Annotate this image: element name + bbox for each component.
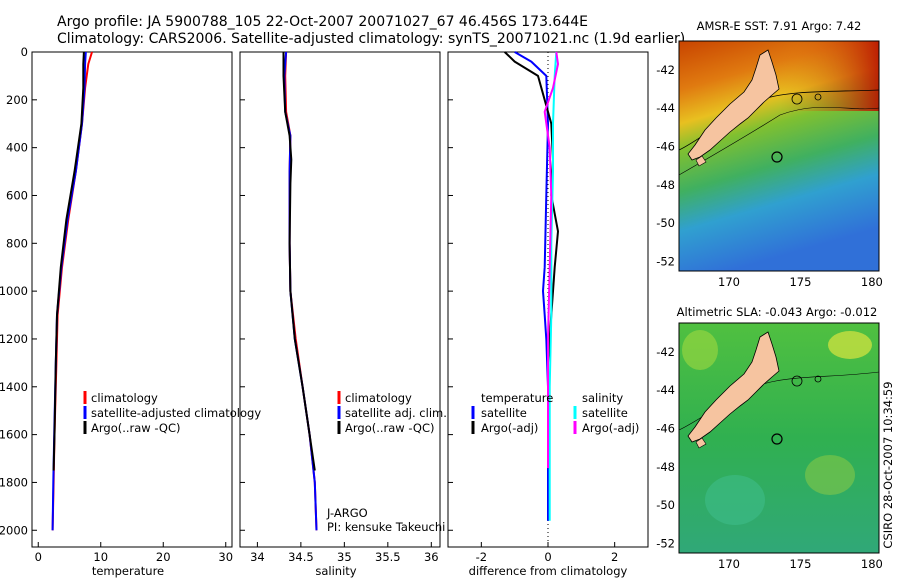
map-x-tick-label: 175 xyxy=(789,275,811,289)
series-line-argo-raw-qc- xyxy=(52,51,85,471)
sla-high xyxy=(682,330,718,370)
y-tick-label: 800 xyxy=(6,236,28,250)
x-tick-label: 0 xyxy=(35,550,42,564)
figure-title-line1: Argo profile: JA 5900788_105 22-Oct-2007… xyxy=(57,14,588,30)
salinity-legend: climatology satellite adj. clim. Argo(..… xyxy=(337,391,447,435)
legend-label-argo: Argo(..raw -QC) xyxy=(91,421,181,435)
legend-title-salinity: salinity xyxy=(582,391,623,405)
project-annotation: J-ARGO xyxy=(326,506,368,520)
legend-label-climatology: climatology xyxy=(91,391,158,405)
argo-position-marker xyxy=(771,151,783,163)
series-line-salinity-satellite xyxy=(548,51,558,521)
new-zealand-coast xyxy=(687,331,780,443)
map-y-tick-label: -46 xyxy=(656,139,675,153)
x-tick-label: 34.5 xyxy=(288,550,314,564)
y-tick-label: 2000 xyxy=(0,523,28,537)
difference-axis-label: difference from climatology xyxy=(469,564,628,578)
pi-annotation: PI: kensuke Takeuchi xyxy=(327,520,445,534)
map-y-tick-label: -46 xyxy=(656,421,675,435)
difference-legend-salinity: salinity satellite Argo(-adj) xyxy=(573,391,639,435)
series-line-salinity-argo-adj- xyxy=(543,51,559,469)
legend-title-temperature: temperature xyxy=(481,391,553,405)
y-tick-label: 1200 xyxy=(0,332,28,346)
legend-label-satellite-sal: satellite xyxy=(582,406,628,420)
salinity-axis-label: salinity xyxy=(315,564,356,578)
sla-high xyxy=(828,331,872,359)
map-x-tick-label: 180 xyxy=(861,557,883,571)
sst-map xyxy=(679,41,879,271)
x-tick-label: 10 xyxy=(93,550,108,564)
map-y-tick-label: -50 xyxy=(656,216,675,230)
x-tick-label: 20 xyxy=(156,550,171,564)
map-y-tick-label: -52 xyxy=(656,254,675,268)
x-tick-label: 36 xyxy=(424,550,439,564)
argo-position-marker xyxy=(771,433,783,445)
x-tick-label: 2 xyxy=(611,550,618,564)
map-y-tick-label: -48 xyxy=(656,178,675,192)
sst-warm-region xyxy=(780,41,879,111)
legend-label-argo: Argo(..raw -QC) xyxy=(345,421,435,435)
legend-label-satellite: satellite xyxy=(481,406,527,420)
temperature-legend: climatology satellite-adjusted climatolo… xyxy=(83,391,261,435)
chatham-rise-contour xyxy=(791,93,803,105)
y-tick-label: 600 xyxy=(6,188,28,202)
chatham-rise-contour xyxy=(791,375,803,387)
legend-label-argo-sal: Argo(-adj) xyxy=(582,421,639,435)
y-tick-label: 0 xyxy=(21,45,28,59)
y-tick-label: 1400 xyxy=(0,380,28,394)
x-tick-label: -2 xyxy=(476,550,487,564)
map-x-tick-label: 180 xyxy=(861,275,883,289)
map-y-tick-label: -52 xyxy=(656,536,675,550)
sst-map-frame xyxy=(678,40,880,272)
y-tick-label: 1000 xyxy=(0,284,28,298)
map-x-tick-label: 175 xyxy=(789,557,811,571)
difference-legend-temperature: temperature satellite Argo(-adj) xyxy=(471,391,553,435)
sla-low xyxy=(705,475,765,525)
map-y-tick-label: -44 xyxy=(656,101,675,115)
sla-map xyxy=(679,323,879,553)
stewart-island xyxy=(695,155,707,167)
y-tick-label: 400 xyxy=(6,141,28,155)
map-x-tick-label: 170 xyxy=(718,557,740,571)
stewart-island xyxy=(695,437,707,449)
sla-map-frame xyxy=(678,322,880,554)
map-y-tick-label: -42 xyxy=(656,63,675,77)
sla-high xyxy=(805,455,855,495)
y-tick-label: 1600 xyxy=(0,428,28,442)
x-tick-label: 34 xyxy=(250,550,265,564)
legend-label-satellite: satellite adj. clim. xyxy=(345,406,447,420)
salinity-panel xyxy=(239,51,441,548)
chatham-rise-contour xyxy=(814,375,822,383)
map-y-tick-label: -42 xyxy=(656,345,675,359)
legend-label-climatology: climatology xyxy=(345,391,412,405)
figure-title-line2: Climatology: CARS2006. Satellite-adjuste… xyxy=(57,31,685,47)
x-tick-label: 0 xyxy=(544,550,551,564)
sla-map-title: Altimetric SLA: -0.043 Argo: -0.012 xyxy=(677,305,878,319)
sst-map-title: AMSR-E SST: 7.91 Argo: 7.42 xyxy=(697,19,862,33)
x-tick-label: 30 xyxy=(218,550,233,564)
sst-contour xyxy=(679,106,879,176)
map-y-tick-label: -48 xyxy=(656,460,675,474)
legend-label-argo: Argo(-adj) xyxy=(481,421,538,435)
map-y-tick-label: -44 xyxy=(656,383,675,397)
chatham-rise-contour xyxy=(814,93,822,101)
y-tick-label: 200 xyxy=(6,93,28,107)
legend-label-satellite: satellite-adjusted climatology xyxy=(91,406,261,420)
x-tick-label: 35 xyxy=(337,550,352,564)
new-zealand-coast xyxy=(687,49,780,161)
map-x-tick-label: 170 xyxy=(718,275,740,289)
side-timestamp: CSIRO 28-Oct-2007 10:34:59 xyxy=(881,381,895,548)
temperature-panel xyxy=(31,51,233,548)
y-tick-label: 1800 xyxy=(0,475,28,489)
map-y-tick-label: -50 xyxy=(656,498,675,512)
series-line-temperature-satellite xyxy=(514,51,549,521)
x-tick-label: 35.5 xyxy=(375,550,401,564)
series-line-argo-raw-qc- xyxy=(282,52,316,471)
temperature-axis-label: temperature xyxy=(92,564,164,578)
